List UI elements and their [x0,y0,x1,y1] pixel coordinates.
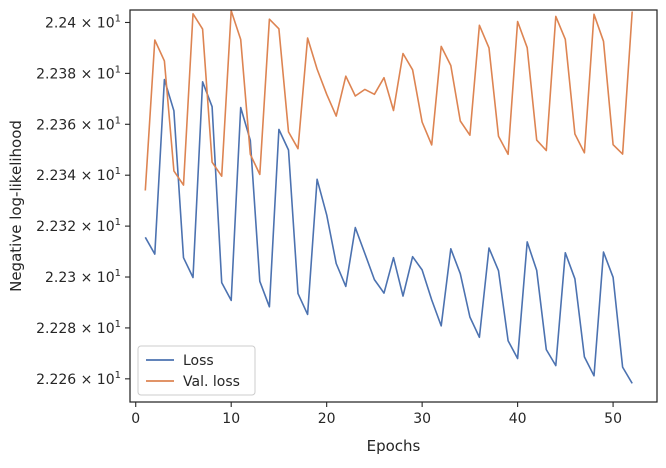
y-tick-label: 2.226 × 101 [36,370,121,388]
x-axis-label: Epochs [367,437,421,455]
y-tick-label: 2.236 × 101 [36,115,121,133]
series-lines [144,10,633,384]
y-tick-label: 2.24 × 101 [45,13,121,31]
x-tick-label: 0 [131,411,140,427]
series-line-val-loss [144,10,633,191]
legend-label-val-loss: Val. loss [183,374,240,390]
plot-frame [129,9,658,403]
x-tick-label: 20 [318,411,336,427]
x-tick-label: 50 [604,411,622,427]
y-axis-ticks: 2.226 × 101 2.228 × 101 2.23 × 101 2.232 × … [36,13,130,388]
x-axis-ticks: 0 10 20 30 40 50 [131,402,622,427]
y-tick-label: 2.238 × 101 [36,64,121,82]
y-axis-label: Negative log-likelihood [7,120,25,292]
x-tick-label: 30 [413,411,431,427]
legend-box [137,345,256,396]
y-tick-label: 2.232 × 101 [36,217,121,235]
y-tick-label: 2.234 × 101 [36,166,121,184]
legend-label-loss: Loss [183,353,214,369]
x-tick-label: 10 [222,411,240,427]
y-tick-label: 2.23 × 101 [45,268,121,286]
legend: Loss Val. loss [137,345,256,396]
y-tick-label: 2.228 × 101 [36,319,121,337]
x-tick-label: 40 [509,411,527,427]
series-line-loss [144,78,633,384]
